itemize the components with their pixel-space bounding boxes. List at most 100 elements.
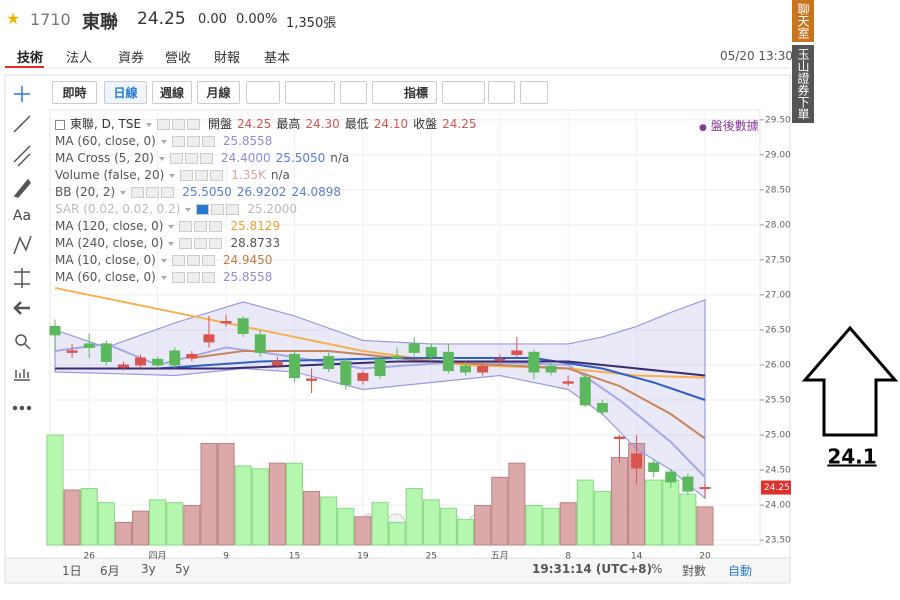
candle-body xyxy=(117,364,129,368)
legend-dropdown[interactable] xyxy=(168,241,175,246)
legend-icon[interactable] xyxy=(179,221,193,232)
after-hours[interactable]: ● 盤後數據 xyxy=(699,119,759,133)
volume-bar xyxy=(251,468,269,546)
line-tool[interactable] xyxy=(13,115,31,133)
tab[interactable]: 技術 xyxy=(17,51,44,66)
legend-dropdown[interactable] xyxy=(169,173,176,178)
legend-icon[interactable] xyxy=(209,238,223,249)
tab[interactable]: 資券 xyxy=(118,51,145,66)
indicator-value: 25.8129 xyxy=(230,219,281,233)
range-button[interactable]: 1日 xyxy=(62,564,82,578)
legend: 東聯, D, TSE 開盤 24.25 最高 24.30 最低 24.10 收盤 24.25 MA… xyxy=(55,116,477,286)
toolbar-button[interactable]: 月線 xyxy=(197,81,240,104)
pattern-tool[interactable] xyxy=(13,235,32,255)
percent-toggle[interactable]: % xyxy=(651,562,663,576)
indicator-value: 24.9450 xyxy=(222,253,273,267)
legend-icon[interactable] xyxy=(171,255,185,266)
legend-icon[interactable] xyxy=(186,255,200,266)
range-button[interactable]: 5y xyxy=(175,562,190,576)
legend-icon[interactable] xyxy=(179,238,193,249)
legend-icon[interactable] xyxy=(157,119,171,130)
legend-icon[interactable] xyxy=(196,204,210,215)
legend-icon[interactable] xyxy=(186,136,200,147)
legend-icon[interactable] xyxy=(194,238,208,249)
chat-button[interactable]: 聊天室 xyxy=(792,0,814,42)
legend-icon[interactable] xyxy=(201,255,215,266)
icon-button[interactable] xyxy=(246,81,280,104)
legend-dropdown[interactable] xyxy=(158,156,165,161)
tab[interactable]: 基本 xyxy=(264,51,291,66)
icon-button[interactable] xyxy=(340,81,367,104)
legend-icon[interactable] xyxy=(201,272,215,283)
brush-tool[interactable] xyxy=(13,178,31,198)
volume-bar xyxy=(662,479,680,546)
remove-tool[interactable] xyxy=(13,301,30,315)
legend-icon[interactable] xyxy=(209,221,223,232)
zoom-tool[interactable] xyxy=(15,334,27,346)
y-tick-label: 25.50 xyxy=(765,396,791,406)
legend-icon[interactable] xyxy=(172,119,186,130)
ohlc-label: 開盤 xyxy=(208,117,233,131)
favorite-star[interactable]: ★ xyxy=(6,9,21,28)
legend-dropdown[interactable] xyxy=(168,224,175,229)
toolbar-button[interactable]: 週線 xyxy=(152,81,192,104)
tab[interactable]: 法人 xyxy=(66,51,93,66)
toolbar-button[interactable]: 日線 xyxy=(104,81,147,104)
legend-icon[interactable] xyxy=(195,170,209,181)
legend-icon[interactable] xyxy=(211,204,225,215)
stats-tool[interactable] xyxy=(14,369,30,381)
order-button[interactable]: 玉山證券下單 xyxy=(792,45,814,123)
legend-icon[interactable] xyxy=(186,272,200,283)
legend-icon[interactable] xyxy=(184,153,198,164)
legend-dropdown[interactable] xyxy=(185,207,192,212)
legend-icon[interactable] xyxy=(171,272,185,283)
after-hours-label: 盤後數據 xyxy=(710,119,759,133)
icon-button[interactable] xyxy=(285,81,335,104)
range-button[interactable]: 6月 xyxy=(100,564,120,578)
auto-toggle[interactable]: 自動 xyxy=(728,564,753,578)
log-toggle[interactable]: 對數 xyxy=(682,564,707,578)
legend-icon[interactable] xyxy=(210,170,224,181)
legend-icon[interactable] xyxy=(169,153,183,164)
legend-dropdown[interactable] xyxy=(160,275,167,280)
icon-button[interactable] xyxy=(488,81,515,104)
indicator-button[interactable]: 指標 xyxy=(372,81,437,104)
candle-body xyxy=(545,365,557,373)
legend-icon[interactable] xyxy=(201,136,215,147)
annotation: 24.1 xyxy=(827,445,876,469)
legend-dropdown[interactable] xyxy=(160,258,167,263)
candle-body xyxy=(596,403,608,413)
volume-bar xyxy=(217,442,235,546)
legend-icon[interactable] xyxy=(226,204,240,215)
legend-icon[interactable] xyxy=(171,136,185,147)
legend-icon[interactable] xyxy=(146,187,160,198)
tab[interactable]: 財報 xyxy=(214,51,241,66)
fib-tool[interactable] xyxy=(13,145,31,167)
collapse-box[interactable] xyxy=(55,119,65,130)
indicator-label: MA (60, close, 0) xyxy=(55,270,156,284)
legend-dropdown[interactable] xyxy=(120,190,127,195)
measure-tool[interactable] xyxy=(14,268,30,288)
legend-dropdown[interactable] xyxy=(160,139,167,144)
legend-icon[interactable] xyxy=(180,170,194,181)
legend-icon[interactable] xyxy=(187,119,201,130)
candle-body xyxy=(306,378,318,381)
text-tool[interactable]: Aa xyxy=(13,208,31,224)
candle-body xyxy=(66,350,78,353)
legend-icon[interactable] xyxy=(194,221,208,232)
legend-icon[interactable] xyxy=(131,187,145,198)
crosshair-tool[interactable] xyxy=(14,86,30,102)
range-button[interactable]: 3y xyxy=(141,562,156,576)
icon-button[interactable] xyxy=(520,81,548,104)
legend-row: SAR (0.02, 0.02, 0.2) 25.2000 xyxy=(55,201,477,218)
more-dot[interactable] xyxy=(12,405,18,411)
toolbar-button[interactable]: 即時 xyxy=(52,81,97,104)
legend-dropdown[interactable] xyxy=(146,122,153,127)
legend-icon[interactable] xyxy=(199,153,213,164)
icon-button[interactable] xyxy=(442,81,485,104)
candle-body xyxy=(100,343,112,362)
volume-bar xyxy=(422,499,440,546)
indicator-label: Volume (false, 20) xyxy=(55,168,165,182)
tab[interactable]: 營收 xyxy=(165,51,192,66)
legend-icon[interactable] xyxy=(161,187,175,198)
